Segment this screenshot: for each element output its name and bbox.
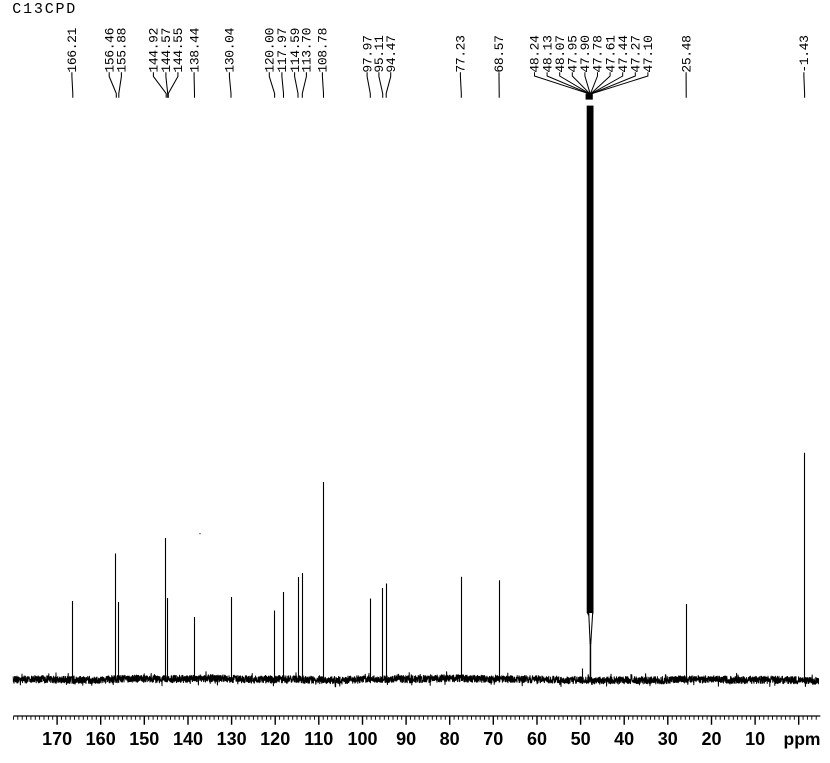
svg-text:30: 30: [658, 729, 678, 749]
svg-text:20: 20: [701, 729, 721, 749]
svg-text:25.48: 25.48: [679, 35, 694, 73]
svg-text:130.04: 130.04: [223, 27, 238, 72]
svg-text:97.97: 97.97: [360, 35, 375, 73]
svg-text:47.90: 47.90: [578, 35, 593, 73]
svg-text:C13CPD: C13CPD: [12, 1, 75, 18]
svg-text:150: 150: [129, 729, 159, 749]
svg-text:144.92: 144.92: [147, 28, 162, 73]
svg-text:120.00: 120.00: [263, 28, 278, 73]
svg-text:48.07: 48.07: [553, 35, 568, 73]
svg-text:108.78: 108.78: [316, 28, 331, 73]
svg-text:138.44: 138.44: [187, 27, 202, 72]
svg-text:170: 170: [42, 729, 72, 749]
svg-text:95.11: 95.11: [372, 35, 387, 73]
svg-text:140: 140: [173, 729, 203, 749]
svg-text:60: 60: [527, 729, 547, 749]
svg-text:47.95: 47.95: [566, 35, 581, 73]
svg-text:10: 10: [745, 729, 765, 749]
svg-text:ppm: ppm: [784, 729, 821, 749]
svg-text:48.24: 48.24: [528, 35, 543, 73]
svg-text:166.21: 166.21: [65, 27, 80, 72]
svg-text:80: 80: [440, 729, 460, 749]
svg-text:77.23: 77.23: [454, 35, 469, 73]
svg-text:47.27: 47.27: [629, 35, 644, 73]
svg-text:48.13: 48.13: [540, 35, 555, 73]
svg-text:120: 120: [260, 729, 290, 749]
svg-text:155.88: 155.88: [115, 28, 130, 73]
svg-text:94.47: 94.47: [384, 35, 399, 73]
svg-text:47.78: 47.78: [591, 35, 606, 73]
svg-text:100: 100: [347, 729, 377, 749]
svg-text:113.70: 113.70: [300, 28, 315, 73]
svg-text:47.10: 47.10: [641, 35, 656, 73]
svg-text:117.97: 117.97: [275, 28, 290, 73]
svg-text:144.55: 144.55: [171, 28, 186, 73]
svg-text:130: 130: [217, 729, 247, 749]
svg-text:47.61: 47.61: [603, 35, 618, 73]
svg-text:50: 50: [571, 729, 591, 749]
svg-text:160: 160: [86, 729, 116, 749]
svg-text:68.57: 68.57: [492, 35, 507, 73]
svg-text:144.57: 144.57: [159, 28, 174, 73]
svg-text:156.46: 156.46: [102, 28, 117, 73]
svg-text:47.44: 47.44: [616, 35, 631, 73]
svg-text:70: 70: [483, 729, 503, 749]
svg-text:40: 40: [614, 729, 634, 749]
svg-text:90: 90: [396, 729, 416, 749]
svg-text:114.59: 114.59: [288, 28, 303, 73]
svg-text:-1.43: -1.43: [797, 35, 812, 73]
svg-text:110: 110: [304, 729, 333, 749]
